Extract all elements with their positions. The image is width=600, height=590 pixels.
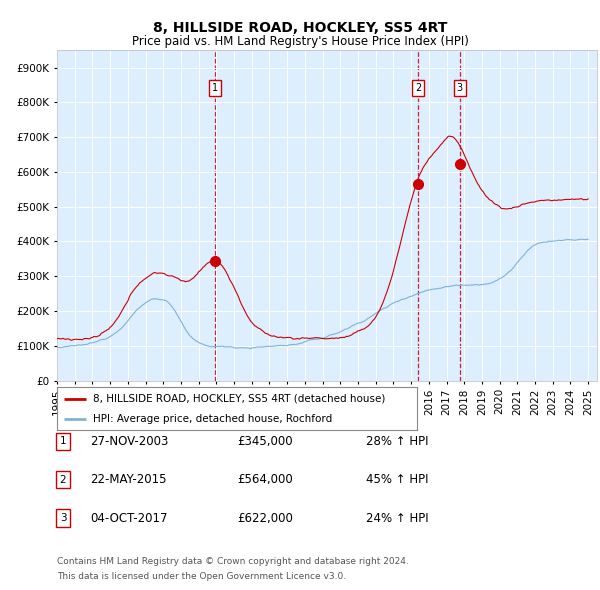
Text: 1: 1 [212,83,218,93]
Text: 3: 3 [59,513,67,523]
Text: 24% ↑ HPI: 24% ↑ HPI [366,512,428,525]
Text: 27-NOV-2003: 27-NOV-2003 [90,435,169,448]
Text: 22-MAY-2015: 22-MAY-2015 [90,473,167,486]
Text: 3: 3 [457,83,463,93]
Text: This data is licensed under the Open Government Licence v3.0.: This data is licensed under the Open Gov… [57,572,346,581]
Text: 28% ↑ HPI: 28% ↑ HPI [366,435,428,448]
Text: 8, HILLSIDE ROAD, HOCKLEY, SS5 4RT: 8, HILLSIDE ROAD, HOCKLEY, SS5 4RT [153,21,447,35]
Text: 1: 1 [59,437,67,446]
Text: £564,000: £564,000 [237,473,293,486]
Text: HPI: Average price, detached house, Rochford: HPI: Average price, detached house, Roch… [93,414,332,424]
Text: 2: 2 [59,475,67,484]
Text: Contains HM Land Registry data © Crown copyright and database right 2024.: Contains HM Land Registry data © Crown c… [57,558,409,566]
Text: £345,000: £345,000 [237,435,293,448]
Text: 04-OCT-2017: 04-OCT-2017 [90,512,167,525]
Text: 8, HILLSIDE ROAD, HOCKLEY, SS5 4RT (detached house): 8, HILLSIDE ROAD, HOCKLEY, SS5 4RT (deta… [93,394,385,404]
Text: £622,000: £622,000 [237,512,293,525]
Text: 2: 2 [415,83,421,93]
Text: 45% ↑ HPI: 45% ↑ HPI [366,473,428,486]
Text: Price paid vs. HM Land Registry's House Price Index (HPI): Price paid vs. HM Land Registry's House … [131,35,469,48]
